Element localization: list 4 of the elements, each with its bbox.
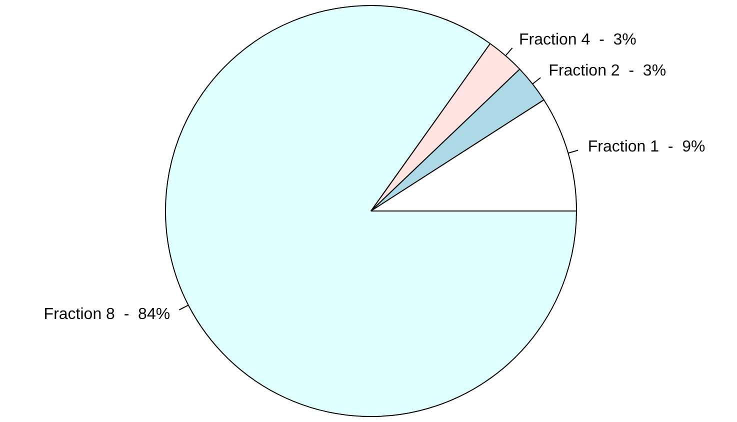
slice-label: Fraction 8 - 84% [44,306,170,323]
slice-label: Fraction 2 - 3% [548,62,666,80]
slice-label: Fraction 1 - 9% [588,138,706,156]
slice-label: Fraction 4 - 3% [519,32,636,49]
